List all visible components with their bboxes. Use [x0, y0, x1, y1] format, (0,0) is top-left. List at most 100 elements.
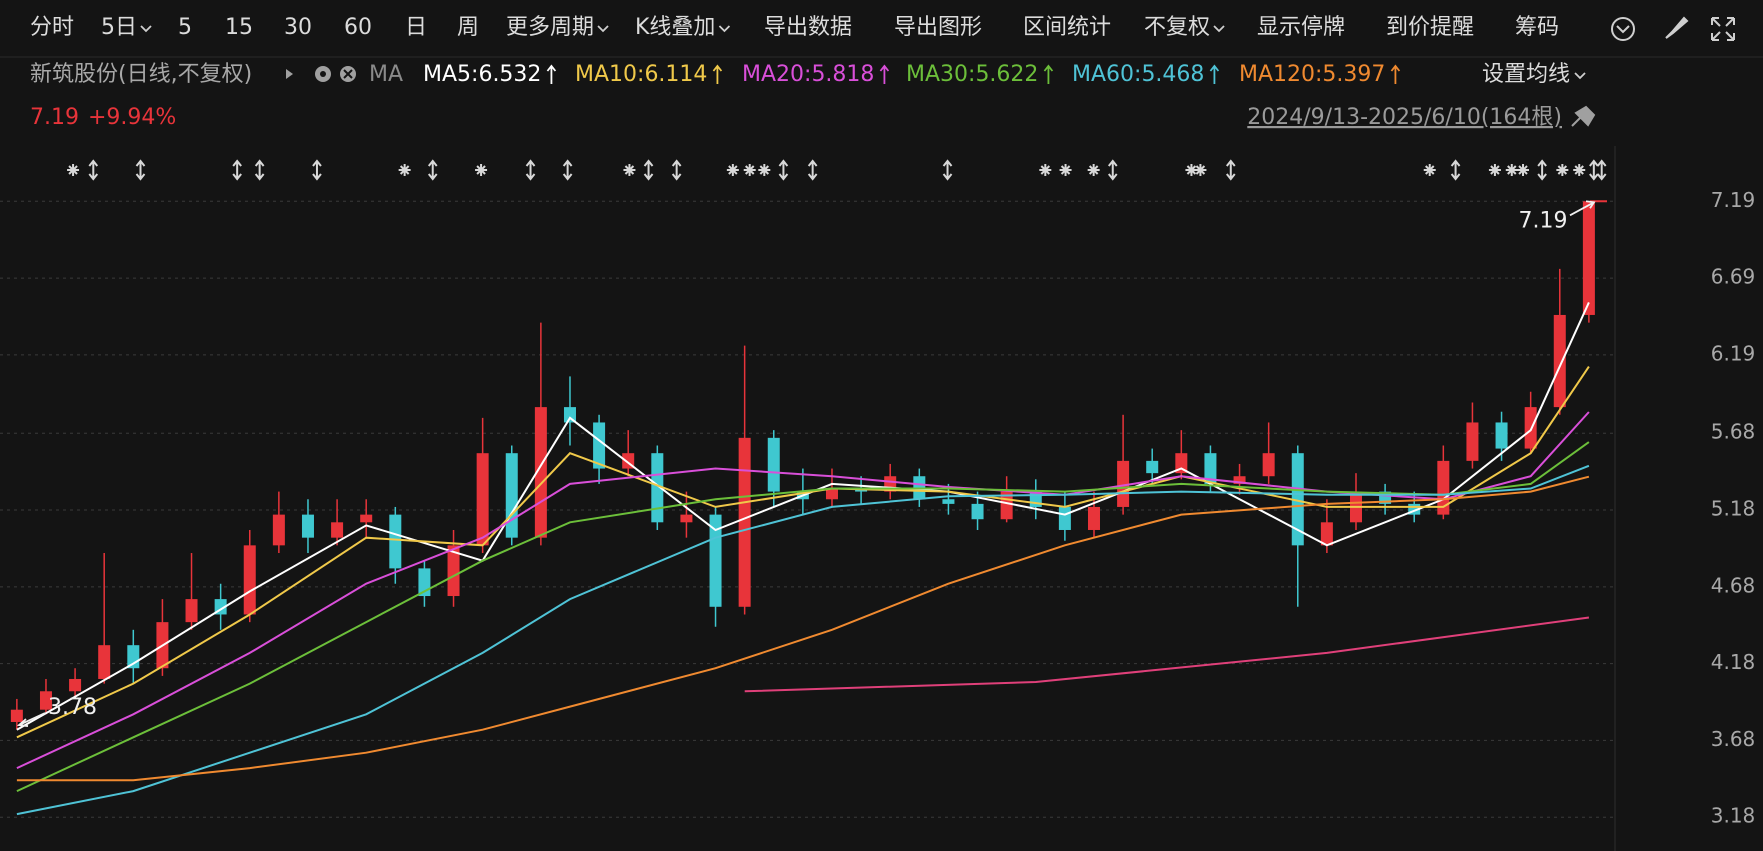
event-arrow[interactable] [643, 159, 654, 181]
candle-body [651, 453, 664, 523]
candle-body [1058, 506, 1071, 530]
last-price: 7.19 [30, 105, 79, 130]
toolbar-item[interactable]: 显示停牌 [1257, 15, 1345, 40]
ma-line [16, 475, 1590, 782]
candle-body [1175, 453, 1188, 474]
candle-body [39, 691, 52, 710]
event-star[interactable] [1517, 164, 1530, 176]
toolbar-item[interactable]: 不复权 [1144, 15, 1210, 40]
candle-body [1495, 422, 1508, 449]
candle-body [1233, 476, 1246, 484]
event-arrow[interactable] [1450, 159, 1461, 181]
candle-body [505, 453, 518, 538]
event-arrow[interactable] [312, 159, 322, 181]
event-arrow[interactable] [1589, 159, 1599, 181]
event-arrow[interactable] [1225, 159, 1236, 181]
event-star[interactable] [1039, 164, 1052, 176]
candle-body [243, 545, 256, 615]
toolbar-item[interactable]: 30 [284, 15, 312, 40]
event-arrow[interactable] [135, 159, 146, 181]
event-star[interactable] [475, 164, 488, 176]
event-arrow[interactable] [232, 159, 242, 181]
candle-body [534, 407, 547, 538]
toolbar-item[interactable]: 导出图形 [894, 15, 982, 40]
event-star[interactable] [758, 164, 771, 176]
high-arrow [1569, 200, 1596, 217]
toolbar-item[interactable]: 周 [457, 15, 479, 40]
event-star[interactable] [1573, 164, 1586, 176]
y-tick-label: 4.18 [1711, 650, 1756, 674]
ma-line [744, 616, 1590, 693]
toolbar-item[interactable]: 区间统计 [1023, 15, 1111, 40]
event-star[interactable] [398, 164, 411, 176]
candle-body [1204, 453, 1217, 484]
candle-body [389, 514, 402, 569]
y-tick-label: 6.69 [1711, 265, 1756, 289]
event-star[interactable] [1059, 164, 1072, 176]
legend-arrow [1390, 64, 1401, 84]
candle-body [10, 709, 23, 722]
ma-line [16, 441, 1590, 793]
toolbar-item[interactable]: 导出数据 [764, 15, 852, 40]
event-star[interactable] [1505, 164, 1518, 176]
toolbar-item[interactable]: 15 [225, 15, 253, 40]
event-arrow[interactable] [254, 159, 265, 181]
chevron [1213, 25, 1225, 33]
event-arrow[interactable] [1107, 159, 1118, 181]
toolbar-item[interactable]: K线叠加 [635, 15, 715, 40]
event-star[interactable] [67, 164, 80, 176]
event-arrow[interactable] [88, 159, 99, 181]
chevron [597, 25, 609, 33]
toolbar-item[interactable]: 60 [344, 15, 372, 40]
event-star[interactable] [1185, 164, 1198, 176]
toolbar-item[interactable]: 分时 [30, 15, 74, 40]
candle-body [1087, 506, 1100, 530]
event-arrow[interactable] [942, 159, 953, 181]
event-star[interactable] [1556, 164, 1569, 176]
event-arrow[interactable] [562, 159, 573, 181]
indicator-name: MA [369, 62, 403, 87]
candle-body [1291, 453, 1304, 546]
candle-body [98, 645, 111, 679]
toolbar-item[interactable]: 日 [405, 15, 427, 40]
event-star[interactable] [1488, 164, 1501, 176]
legend-arrow [879, 64, 890, 84]
candle-body [767, 437, 780, 492]
event-star[interactable] [623, 164, 636, 176]
event-star[interactable] [1423, 164, 1436, 176]
candle-body [127, 645, 140, 669]
price-change: +9.94% [88, 105, 176, 130]
toolbar-item[interactable]: 5 [178, 15, 192, 40]
event-star[interactable] [1087, 164, 1100, 176]
toolbar-icons[interactable] [1611, 16, 1735, 41]
event-arrow[interactable] [778, 159, 789, 181]
candle-body [971, 503, 984, 520]
candle-body [360, 514, 373, 523]
chevron [140, 25, 152, 33]
toolbar-item[interactable]: 到价提醒 [1386, 15, 1474, 40]
ma-line [16, 301, 1590, 731]
event-arrow[interactable] [1596, 159, 1607, 181]
toolbar-item[interactable]: 5日 [101, 15, 137, 40]
candle-body [1146, 460, 1159, 474]
event-arrow[interactable] [807, 159, 818, 181]
event-star[interactable] [1194, 164, 1207, 176]
event-arrow[interactable] [1537, 159, 1547, 181]
event-markers[interactable] [67, 159, 1607, 181]
candle-body [331, 522, 344, 538]
candle-body [738, 437, 751, 607]
date-range: 2024/9/13-2025/6/10(164根) [1247, 105, 1562, 130]
candle-body [272, 514, 285, 546]
legend-entry: MA60:5.468 [1072, 62, 1204, 87]
event-star[interactable] [743, 164, 756, 176]
event-arrow[interactable] [671, 159, 682, 181]
header-icons[interactable] [286, 66, 1596, 127]
event-star[interactable] [726, 164, 739, 176]
ma-settings[interactable]: 设置均线 [1482, 62, 1570, 87]
candle-body [563, 407, 576, 423]
event-arrow[interactable] [525, 159, 536, 181]
event-arrow[interactable] [427, 159, 438, 181]
toolbar-item[interactable]: 筹码 [1515, 15, 1559, 40]
toolbar-item[interactable]: 更多周期 [506, 15, 594, 40]
